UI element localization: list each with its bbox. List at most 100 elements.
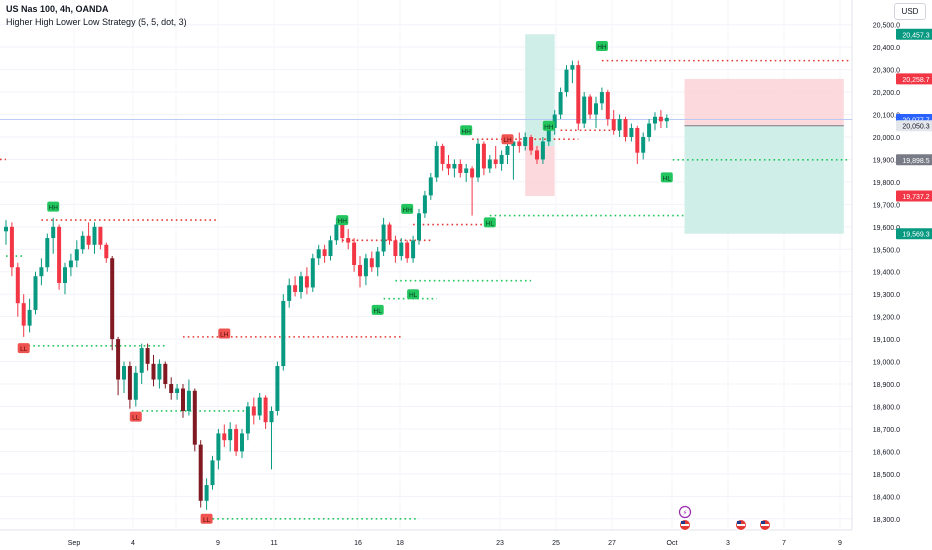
candle-body — [422, 195, 427, 214]
price-tick-label: 19,400.0 — [873, 270, 900, 277]
candlesticks[interactable] — [4, 60, 669, 510]
candle-body — [98, 226, 103, 245]
swing-label-text: LL — [20, 346, 28, 353]
us-flag-stripe — [681, 524, 689, 526]
price-tick-label: 18,600.0 — [873, 449, 900, 456]
candle-body — [434, 145, 439, 178]
candle-body — [133, 372, 138, 400]
time-tick-label: 16 — [354, 540, 362, 547]
price-tick-label: 18,400.0 — [873, 494, 900, 501]
price-tick-label: 19,600.0 — [873, 225, 900, 232]
candle-body — [51, 226, 56, 239]
candle-body — [86, 235, 91, 245]
swing-label-badge — [336, 215, 349, 226]
price-tick-label: 20,200.0 — [873, 90, 900, 97]
candle-body — [269, 410, 274, 423]
candle-body — [594, 103, 598, 115]
candle-body — [299, 276, 303, 292]
us-flag-canton — [761, 521, 765, 524]
candle-body — [21, 303, 26, 326]
time-axis[interactable]: Sep 4 9 11 16 18 23 25 27 Oct 3 7 9 — [68, 540, 842, 547]
candle-body — [334, 224, 339, 241]
swing-label-text: HH — [403, 207, 413, 214]
price-tag-text: 20,457.3 — [902, 32, 929, 39]
swing-label-badge — [542, 120, 555, 131]
candle-body — [570, 65, 575, 70]
candle-body — [240, 433, 244, 452]
candle-body — [352, 242, 357, 265]
candle-body — [281, 300, 286, 367]
price-tag-text: 19,569.3 — [902, 232, 929, 239]
candle-body — [611, 119, 616, 131]
event-icons[interactable]: ⚡ — [678, 505, 771, 531]
candle-body — [375, 251, 380, 268]
time-tick-label: 27 — [608, 540, 616, 547]
candle-body — [151, 363, 156, 380]
swing-label-text: LH — [503, 137, 512, 144]
price-tick-label: 19,700.0 — [873, 202, 900, 209]
swing-label-text: HH — [338, 218, 348, 225]
candle-body — [546, 128, 551, 142]
candle-body — [635, 128, 640, 153]
swing-label-badge — [218, 328, 231, 339]
candle-body — [110, 258, 115, 340]
price-tag — [896, 154, 932, 166]
price-tag — [896, 73, 932, 85]
candle-body — [293, 285, 298, 292]
price-tick-label: 19,800.0 — [873, 180, 900, 187]
swing-labels: HH LL LH LL LL HH HL HL HH HH HL LH HH HH HL — [17, 41, 673, 524]
price-tick-label: 20,500.0 — [873, 23, 900, 30]
candle-body — [228, 428, 233, 441]
price-tag-text: 19,737.2 — [902, 194, 929, 201]
candle-body — [529, 136, 534, 151]
candle-body — [452, 163, 457, 169]
candle-body — [204, 485, 209, 501]
candle-body — [605, 92, 610, 120]
swing-label-badge — [407, 289, 420, 300]
candle-body — [664, 117, 669, 122]
time-tick-label: 9 — [216, 540, 220, 547]
swing-label-text: HH — [49, 205, 59, 212]
swing-label-text: HL — [374, 308, 383, 315]
candle-body — [381, 224, 386, 252]
price-tick-label: 19,100.0 — [873, 337, 900, 344]
candle-body — [576, 65, 581, 124]
candle-body — [63, 267, 67, 283]
candle-body — [399, 242, 404, 257]
candle-body — [175, 388, 180, 394]
swing-label-text: HH — [544, 124, 554, 131]
candle-body — [369, 258, 374, 268]
candle-body — [393, 240, 398, 257]
us-flag-stripe — [761, 524, 769, 526]
us-flag-canton — [681, 521, 685, 524]
candle-body — [45, 238, 50, 268]
candle-body — [653, 116, 657, 124]
price-tick-label: 18,700.0 — [873, 427, 900, 434]
currency-button[interactable]: USD — [894, 3, 926, 20]
candle-body — [470, 168, 475, 178]
candle-body — [346, 238, 351, 243]
candle-body — [464, 168, 469, 173]
swing-label-badge — [460, 125, 473, 136]
time-tick-label: 7 — [782, 540, 786, 547]
candle-body — [234, 428, 239, 452]
candle-body — [181, 388, 185, 411]
candle-body — [629, 128, 634, 137]
position-boxes[interactable] — [525, 34, 844, 234]
candle-body — [39, 267, 44, 277]
candle-body — [186, 390, 191, 411]
price-tick-label: 19,300.0 — [873, 292, 900, 299]
lightning-icon — [678, 505, 692, 519]
swing-label-text: HH — [597, 44, 607, 51]
candle-body — [116, 339, 121, 380]
lightning-icon-glyph: ⚡ — [683, 509, 688, 517]
candle-body — [476, 143, 480, 178]
candle-body — [340, 224, 345, 239]
candle-body — [617, 119, 622, 131]
candle-body — [57, 226, 62, 283]
price-axis[interactable]: 18,300.0 18,400.0 18,500.0 18,600.0 18,700.0… — [873, 23, 932, 524]
time-tick-label: 11 — [270, 540, 277, 547]
candle-body — [210, 460, 215, 486]
candle-body — [552, 114, 557, 129]
